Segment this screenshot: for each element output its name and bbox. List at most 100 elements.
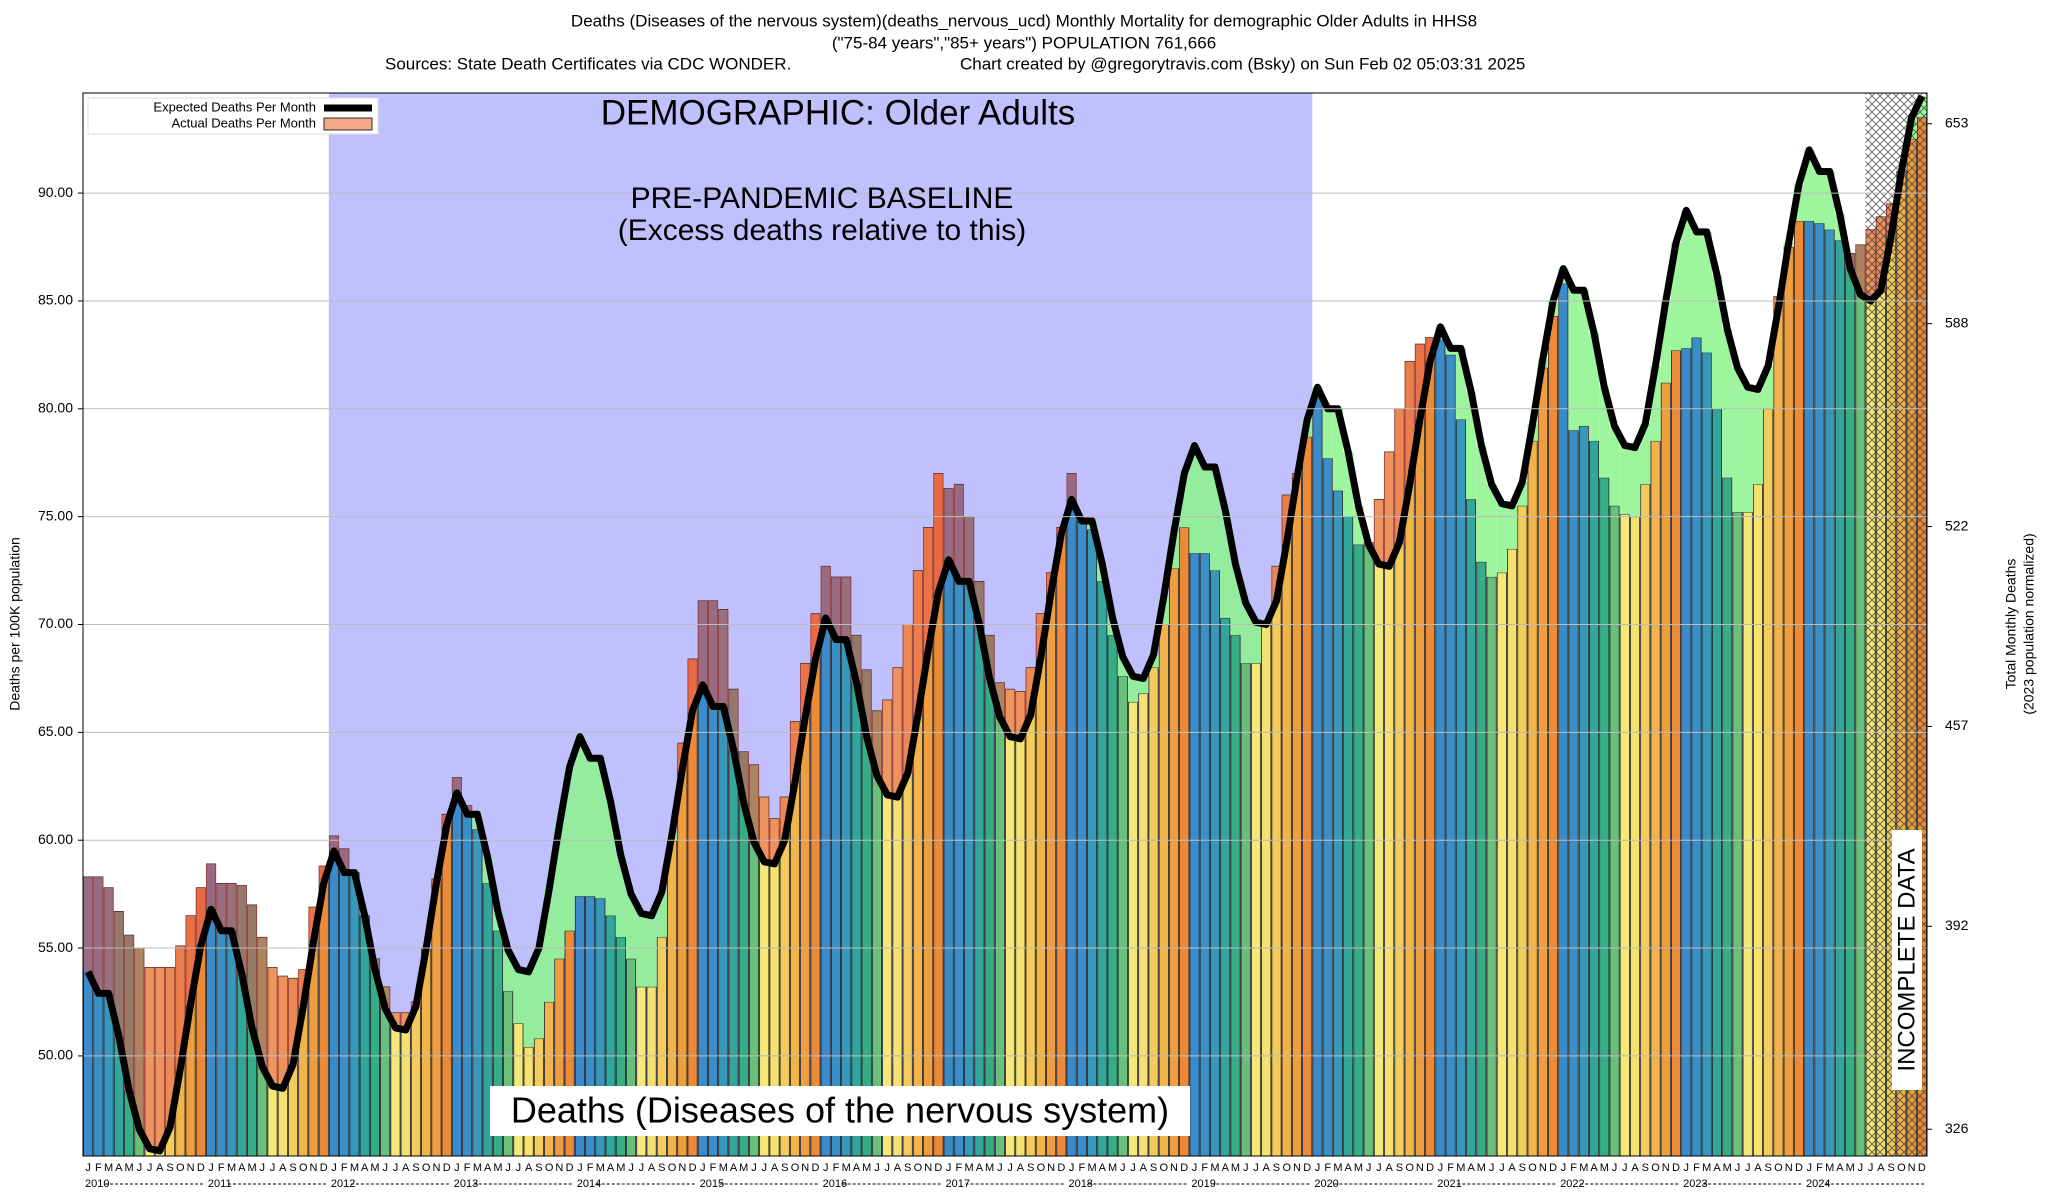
excess-shading (1660, 300, 1671, 383)
bar (1107, 634, 1118, 1156)
excess-shading (503, 950, 514, 992)
x-tick-label: A (1590, 1162, 1598, 1174)
excess-shading (748, 764, 760, 843)
excess-shading (923, 527, 934, 651)
x-tick-label: S (166, 1162, 173, 1174)
annotation: PRE-PANDEMIC BASELINE (631, 182, 1014, 215)
excess-shading (1015, 691, 1026, 739)
bar (1005, 688, 1016, 1156)
x-tick-label: J (1868, 1162, 1874, 1174)
excess-shading (1455, 348, 1466, 420)
x-tick-label: M (247, 1162, 256, 1174)
x-tick-label: A (279, 1162, 287, 1174)
bar (1681, 347, 1692, 1156)
y2-tick-label: 653 (1945, 114, 1969, 130)
bar (1783, 246, 1794, 1156)
bar (1087, 529, 1098, 1156)
bar (451, 777, 462, 1156)
bar (830, 576, 841, 1156)
x-tick-label: M (227, 1162, 236, 1174)
excess-shading (1281, 495, 1292, 543)
x-tick-label: N (1170, 1162, 1178, 1174)
x-tick-label: M (1600, 1162, 1609, 1174)
excess-shading (1711, 275, 1723, 409)
excess-shading (882, 699, 893, 795)
y-tick-label: 80.00 (38, 399, 73, 415)
x-tick-label: M (1477, 1162, 1486, 1174)
excess-shading (1619, 445, 1630, 515)
bar (1414, 343, 1425, 1156)
bar (953, 483, 964, 1156)
x-tick-label: O (1037, 1162, 1046, 1174)
x-tick-label: J (505, 1162, 511, 1174)
x-tick-label: A (1099, 1162, 1107, 1174)
excess-shading (533, 948, 544, 1039)
x-tick-label: S (1519, 1162, 1526, 1174)
excess-shading (236, 885, 247, 974)
bar (820, 565, 831, 1156)
excess-shading (267, 967, 278, 1087)
x-tick-label: M (1456, 1162, 1465, 1174)
x-tick-label: D (1057, 1162, 1065, 1174)
source: Sources: State Death Certificates via CD… (385, 54, 791, 73)
bar (1476, 561, 1487, 1156)
x-tick-label: O (1405, 1162, 1414, 1174)
x-tick-label: M (1354, 1162, 1363, 1174)
bar (1230, 634, 1241, 1156)
x-tick-label: J (577, 1162, 583, 1174)
excess-shading (943, 488, 954, 560)
x-tick-label: N (187, 1162, 195, 1174)
year-label: 2021 (1437, 1178, 1461, 1190)
x-tick-label: M (1702, 1162, 1711, 1174)
excess-shading (1322, 408, 1333, 459)
bar (1199, 552, 1210, 1156)
x-tick-label: M (104, 1162, 113, 1174)
excess-shading (123, 935, 135, 1091)
x-tick-label: A (730, 1162, 738, 1174)
x-tick-label: M (1231, 1162, 1240, 1174)
excess-shading (1568, 290, 1579, 431)
chart-subtitle: ("75-84 years","85+ years") POPULATION 7… (832, 33, 1216, 52)
x-tick-label: S (1642, 1162, 1649, 1174)
x-tick-label: A (771, 1162, 779, 1174)
excess-shading (205, 863, 217, 910)
excess-shading (1722, 328, 1733, 478)
x-tick-label: A (1385, 1162, 1393, 1174)
x-tick-label: D (443, 1162, 451, 1174)
excess-shading (195, 887, 206, 946)
year-label: 2024 (1806, 1178, 1830, 1190)
excess-shading (1640, 423, 1651, 485)
year-label: 2018 (1068, 1178, 1092, 1190)
bar (1793, 220, 1804, 1156)
x-tick-label: J (1315, 1162, 1321, 1174)
excess-shading (779, 797, 790, 841)
x-tick-label: D (1795, 1162, 1803, 1174)
bar (441, 813, 452, 1156)
x-tick-label: O (1282, 1162, 1291, 1174)
x-tick-label: D (1549, 1162, 1557, 1174)
x-tick-label: J (1745, 1162, 1751, 1174)
x-tick-label: F (587, 1162, 594, 1174)
excess-shading (1189, 445, 1200, 554)
year-label: 2017 (946, 1178, 970, 1190)
x-tick-label: F (218, 1162, 225, 1174)
x-tick-label: M (125, 1162, 134, 1174)
y-tick-label: 90.00 (38, 184, 73, 200)
excess-shading (1517, 482, 1528, 506)
x-tick-label: A (1631, 1162, 1639, 1174)
excess-shading (1752, 389, 1764, 485)
bar (1558, 283, 1569, 1156)
excess-shading (164, 967, 176, 1128)
x-tick-label: F (1693, 1162, 1700, 1174)
excess-shading (1240, 602, 1251, 664)
y2-tick-label: 392 (1945, 917, 1969, 933)
year-label: 2015 (700, 1178, 724, 1190)
x-tick-label: D (320, 1162, 328, 1174)
excess-shading (154, 967, 165, 1151)
x-tick-label: J (1806, 1162, 1812, 1174)
excess-shading (1025, 667, 1036, 716)
x-tick-label: J (1253, 1162, 1259, 1174)
x-tick-label: A (1508, 1162, 1516, 1174)
excess-shading (1179, 473, 1190, 528)
excess-shading (738, 751, 749, 804)
